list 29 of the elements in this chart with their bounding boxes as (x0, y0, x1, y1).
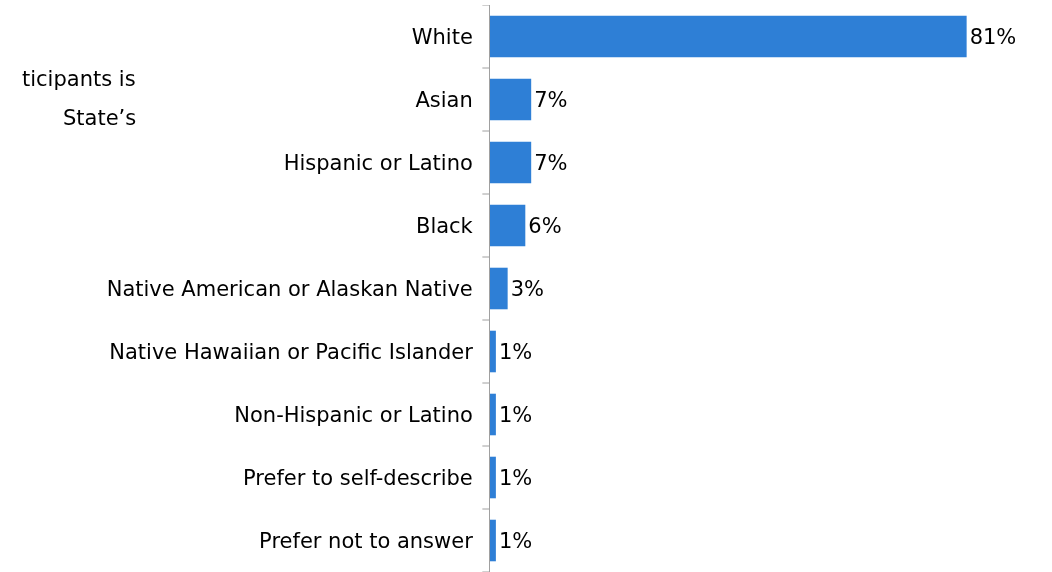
data-label: 6% (528, 213, 562, 238)
data-label: 7% (534, 87, 568, 112)
data-label: 7% (534, 150, 568, 175)
y-tick-label: Native American or Alaskan Native (106, 276, 473, 301)
bar (490, 204, 526, 247)
bar (490, 267, 508, 310)
text: State’s (63, 106, 137, 130)
y-tick-label: Native Hawaiian or Pacific Islander (109, 339, 474, 364)
y-tick-label: White (411, 24, 473, 49)
data-label: 1% (498, 339, 533, 364)
data-label: 3% (510, 276, 544, 301)
data-label: 1% (498, 465, 533, 490)
y-tick-label: Non-Hispanic or Latino (234, 402, 473, 427)
bar (490, 141, 532, 184)
data-label: 1% (498, 528, 533, 553)
y-tick-label: Prefer to self-describe (243, 465, 473, 490)
bar (490, 15, 967, 58)
y-tick-label: Black (415, 213, 474, 238)
bar (490, 519, 496, 562)
text: ticipants is (22, 67, 136, 91)
y-tick-label: Asian (415, 87, 473, 112)
bar (490, 393, 496, 436)
y-tick-label: Prefer not to answer (259, 528, 474, 553)
bar (490, 456, 496, 499)
bar (490, 78, 532, 121)
y-tick-label: Hispanic or Latino (283, 150, 473, 175)
data-label: 1% (498, 402, 533, 427)
bar (490, 330, 496, 373)
data-label: 81% (969, 24, 1017, 49)
